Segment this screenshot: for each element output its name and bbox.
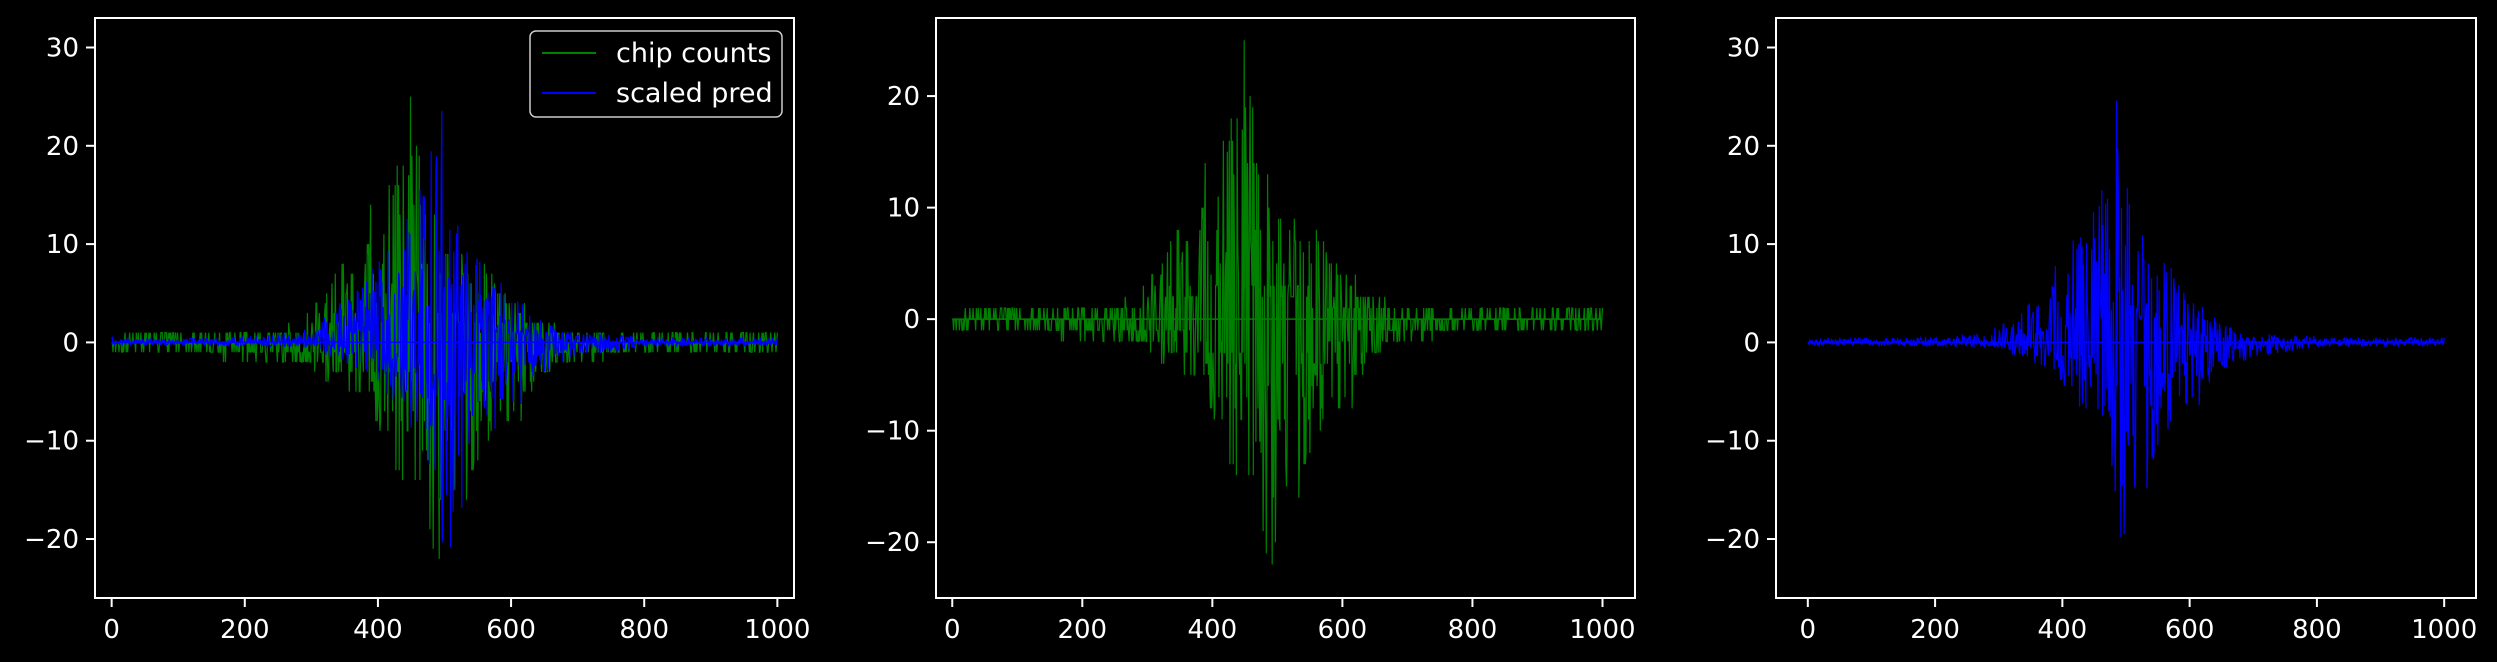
x-tick-label: 400: [353, 615, 403, 645]
x-tick-label: 400: [1188, 615, 1238, 645]
y-tick-label: 20: [46, 132, 79, 162]
legend-label-chip-counts: chip counts: [616, 38, 771, 69]
panel-1-frame: [94, 17, 795, 599]
y-tick-label: 0: [1743, 328, 1760, 358]
panel-2-axes: 0 200 400 600 800 1000 −20 −10 0 10 20: [865, 82, 1635, 645]
panel-1: 0 200 400 600 800 1000 −20 −10 0 10 20 30 chip coun…: [24, 17, 810, 645]
panel-2-frame: [935, 17, 1636, 599]
x-tick-label: 0: [1800, 615, 1817, 645]
panel-3-axes: 0 200 400 600 800 1000 −20 −10 0 10 20 30: [1705, 33, 2477, 645]
panel-2-plot: [952, 40, 1604, 565]
y-tick-label: 30: [46, 33, 79, 63]
legend: chip counts scaled pred: [529, 30, 783, 118]
y-tick-label: 30: [1727, 33, 1760, 63]
x-tick-label: 200: [220, 615, 270, 645]
legend-label-scaled-pred: scaled pred: [616, 78, 773, 109]
panel-3-frame: [1775, 17, 2477, 599]
x-tick-label: 800: [1448, 615, 1498, 645]
y-tick-label: 10: [887, 194, 920, 224]
x-tick-label: 200: [1057, 615, 1107, 645]
y-tick-label: 10: [46, 230, 79, 260]
x-tick-label: 600: [1318, 615, 1368, 645]
y-tick-label: 0: [903, 305, 920, 335]
panel-1-axes: 0 200 400 600 800 1000 −20 −10 0 10 20 30: [24, 33, 810, 645]
y-tick-label: 20: [887, 82, 920, 112]
y-tick-label: −20: [865, 528, 920, 558]
y-tick-label: 10: [1727, 230, 1760, 260]
panel-1-plot: [111, 96, 778, 559]
x-tick-label: 800: [2292, 615, 2342, 645]
x-tick-label: 1000: [2411, 615, 2477, 645]
x-tick-label: 0: [944, 615, 961, 645]
y-tick-label: 0: [62, 328, 79, 358]
x-tick-label: 800: [619, 615, 669, 645]
y-tick-label: −10: [24, 427, 79, 457]
x-tick-label: 1000: [1569, 615, 1635, 645]
x-tick-label: 1000: [744, 615, 810, 645]
panel-3: 0 200 400 600 800 1000 −20 −10 0 10 20 30: [1705, 17, 2477, 645]
y-tick-label: 20: [1727, 132, 1760, 162]
y-tick-label: −10: [1705, 427, 1760, 457]
x-tick-label: 600: [2165, 615, 2215, 645]
y-tick-label: −20: [1705, 525, 1760, 555]
x-tick-label: 0: [103, 615, 120, 645]
panel-3-plot: [1807, 100, 2445, 538]
y-tick-label: −10: [865, 417, 920, 447]
y-tick-label: −20: [24, 525, 79, 555]
panel-2: 0 200 400 600 800 1000 −20 −10 0 10 20: [865, 17, 1636, 645]
x-tick-label: 200: [1910, 615, 1960, 645]
x-tick-label: 400: [2038, 615, 2088, 645]
x-tick-label: 600: [486, 615, 536, 645]
